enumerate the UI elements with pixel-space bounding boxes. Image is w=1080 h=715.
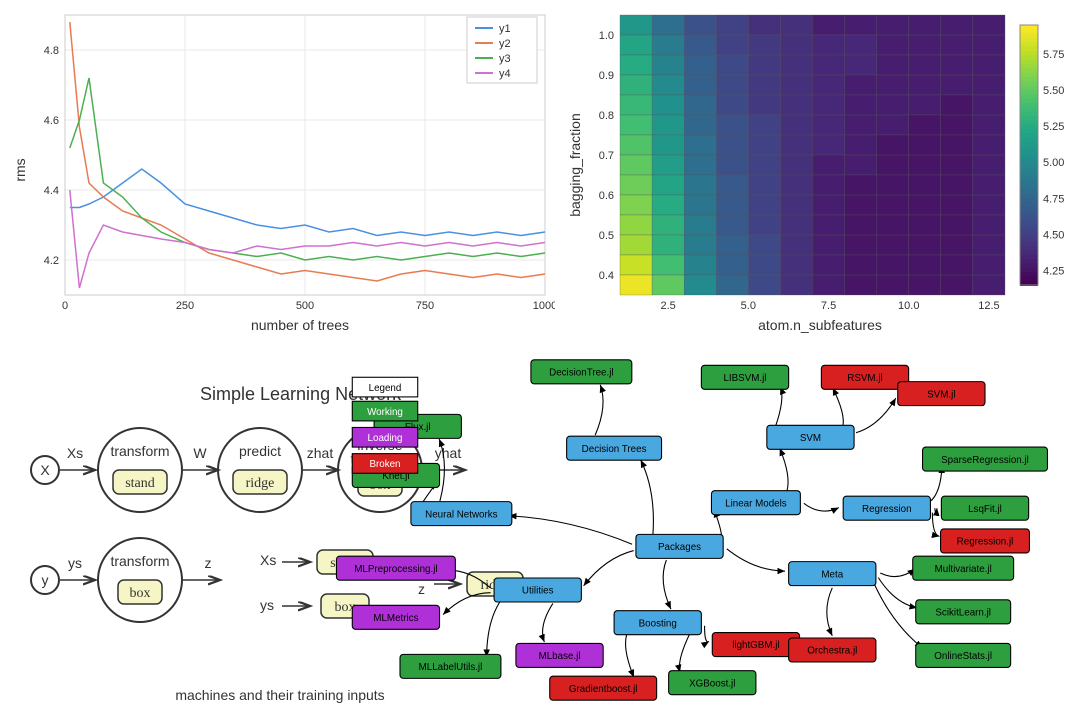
svg-text:0.5: 0.5 [599,230,614,242]
svg-text:predict: predict [239,443,281,459]
svg-text:5.50: 5.50 [1043,85,1064,97]
svg-text:SVM: SVM [800,433,821,444]
line-chart-panel: 0 250 500 750 1000 4.2 4.4 4.6 4.8 y1 y2 y3 y4 numbe… [10,5,555,335]
svg-text:transform: transform [110,443,169,459]
svg-text:MLbase.jl: MLbase.jl [539,651,581,662]
heatmap-svg: 2.5 5.0 7.5 10.0 12.5 0.4 0.5 0.6 0.7 0.8 0.9 1.0 4.… [565,5,1075,335]
svg-text:LsqFit.jl: LsqFit.jl [968,504,1002,515]
svg-text:250: 250 [176,300,194,312]
svg-text:Orchestra.jl: Orchestra.jl [807,646,857,657]
svg-text:4.8: 4.8 [44,45,59,57]
svg-text:Utilities: Utilities [522,586,554,597]
svg-text:4.6: 4.6 [44,115,59,127]
heatmap-panel: 2.5 5.0 7.5 10.0 12.5 0.4 0.5 0.6 0.7 0.8 0.9 1.0 4.… [565,5,1075,335]
svg-text:10.0: 10.0 [898,300,919,312]
svg-text:Legend: Legend [369,383,402,394]
line-chart-svg: 0 250 500 750 1000 4.2 4.4 4.6 4.8 y1 y2 y3 y4 numbe… [10,5,555,335]
svg-text:0: 0 [62,300,68,312]
svg-text:ys: ys [260,597,274,613]
svg-text:y: y [42,572,49,588]
svg-text:SVM.jl: SVM.jl [927,389,955,400]
svg-text:Gradientboost.jl: Gradientboost.jl [569,684,638,695]
svg-text:Decision Trees: Decision Trees [582,444,647,455]
svg-text:5.25: 5.25 [1043,121,1064,133]
svg-text:y1: y1 [499,23,511,35]
svg-text:ScikitLearn.jl: ScikitLearn.jl [935,608,991,619]
svg-text:y4: y4 [499,68,511,80]
svg-text:4.50: 4.50 [1043,229,1064,241]
svg-text:Linear Models: Linear Models [725,498,787,509]
svg-text:z: z [205,555,212,571]
svg-text:1000: 1000 [533,300,555,312]
line-xlabel: number of trees [251,317,349,333]
svg-text:4.25: 4.25 [1043,266,1064,278]
svg-text:5.0: 5.0 [741,300,756,312]
svg-text:transform: transform [110,553,169,569]
svg-text:X: X [40,462,50,478]
svg-text:0.6: 0.6 [599,190,614,202]
svg-text:4.2: 4.2 [44,255,59,267]
svg-text:12.5: 12.5 [978,300,999,312]
heat-ylabel: bagging_fraction [567,113,583,217]
svg-text:Boosting: Boosting [639,618,677,629]
svg-text:Broken: Broken [369,459,400,470]
svg-text:y3: y3 [499,53,511,65]
svg-text:OnlineStats.jl: OnlineStats.jl [934,651,992,662]
package-graph-panel: Packages Decision Trees Neural Networks Uti… [290,350,1080,710]
svg-text:DecisionTree.jl: DecisionTree.jl [549,368,613,379]
svg-text:y2: y2 [499,38,511,50]
svg-text:LIBSVM.jl: LIBSVM.jl [723,373,766,384]
svg-text:500: 500 [296,300,314,312]
svg-text:SparseRegression.jl: SparseRegression.jl [941,455,1029,466]
svg-text:0.8: 0.8 [599,110,614,122]
svg-text:1.0: 1.0 [599,30,614,42]
svg-text:0.7: 0.7 [599,150,614,162]
svg-text:7.5: 7.5 [821,300,836,312]
svg-text:Regression: Regression [862,504,912,515]
svg-text:Neural Networks: Neural Networks [425,509,498,520]
svg-text:ys: ys [68,555,82,571]
svg-text:MLLabelUtils.jl: MLLabelUtils.jl [419,662,483,673]
svg-text:Working: Working [367,407,403,418]
svg-text:5.75: 5.75 [1043,49,1064,61]
package-graph-svg: Packages Decision Trees Neural Networks Uti… [290,350,1080,710]
svg-text:Meta: Meta [821,569,843,580]
svg-text:ridge: ridge [246,476,275,491]
svg-text:5.00: 5.00 [1043,157,1064,169]
svg-text:4.75: 4.75 [1043,193,1064,205]
svg-text:stand: stand [125,476,155,491]
svg-text:box: box [130,586,151,601]
svg-text:Xs: Xs [67,445,83,461]
svg-text:RSVM.jl: RSVM.jl [847,373,882,384]
svg-text:2.5: 2.5 [660,300,675,312]
svg-text:Xs: Xs [260,552,276,568]
svg-text:4.4: 4.4 [44,185,59,197]
svg-text:lightGBM.jl: lightGBM.jl [732,640,779,651]
svg-text:MLPreprocessing.jl: MLPreprocessing.jl [354,564,437,575]
svg-text:W: W [193,445,207,461]
svg-text:XGBoost.jl: XGBoost.jl [689,678,735,689]
line-ylabel: rms [12,158,28,181]
svg-text:Loading: Loading [368,433,403,444]
svg-text:Regression.jl: Regression.jl [957,537,1014,548]
svg-text:750: 750 [416,300,434,312]
svg-text:0.4: 0.4 [599,270,614,282]
svg-text:0.9: 0.9 [599,70,614,82]
svg-text:Multivariate.jl: Multivariate.jl [935,564,992,575]
svg-text:Packages: Packages [658,542,701,553]
heat-xlabel: atom.n_subfeatures [758,317,882,333]
svg-text:MLMetrics: MLMetrics [373,613,418,624]
